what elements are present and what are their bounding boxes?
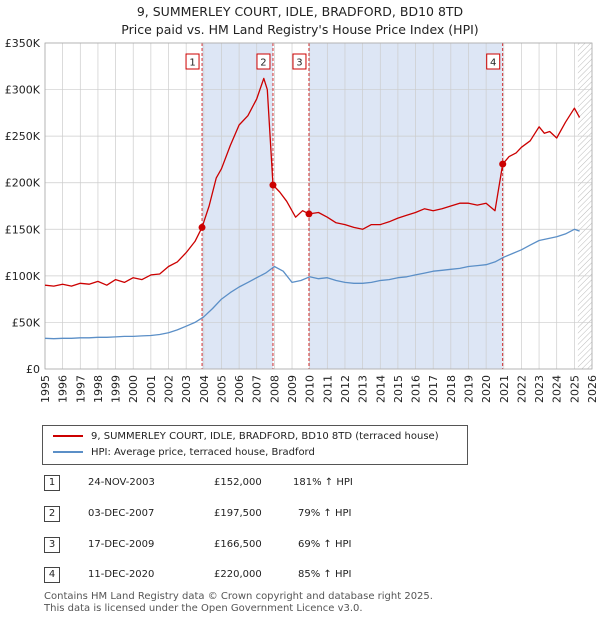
x-tick-label: 2023: [533, 375, 546, 403]
transaction-price: £220,000: [214, 569, 262, 580]
transaction-price: £197,500: [214, 508, 262, 519]
sale-label: 1: [189, 58, 195, 69]
x-tick-label: 2024: [551, 375, 564, 403]
x-tick-label: 2022: [515, 375, 528, 403]
x-tick-label: 2003: [180, 375, 193, 403]
x-tick-label: 2000: [127, 375, 140, 403]
transaction-date: 03-DEC-2007: [88, 508, 155, 519]
y-tick-label: £250K: [5, 130, 41, 143]
shaded-period: [308, 43, 503, 369]
y-tick-label: £0: [26, 363, 40, 376]
sale-point: [499, 160, 507, 168]
x-tick-label: 2006: [233, 375, 246, 403]
legend-label-property: 9, SUMMERLEY COURT, IDLE, BRADFORD, BD10…: [91, 431, 439, 442]
x-tick-label: 2017: [427, 375, 440, 403]
x-tick-label: 2021: [498, 375, 511, 403]
chart-legend: 9, SUMMERLEY COURT, IDLE, BRADFORD, BD10…: [42, 425, 468, 465]
transaction-number: 4: [44, 567, 60, 583]
y-tick-label: £200K: [5, 177, 41, 190]
price-chart: 1995 1996 1997 1998 1999 2000 2001 2002 2003 2004…: [5, 37, 599, 403]
x-tick-label: 1998: [92, 375, 105, 403]
x-tick-label: 2015: [392, 375, 405, 403]
x-tick-label: 2012: [339, 375, 352, 403]
transaction-hpi: 69% ↑ HPI: [298, 539, 352, 550]
sale-label: 4: [490, 58, 496, 69]
x-tick-label: 2019: [462, 375, 475, 403]
sale-label-box: [292, 53, 307, 70]
x-tick-label: 2004: [198, 375, 211, 403]
forecast-region: [577, 43, 592, 369]
x-tick-label: 2002: [163, 375, 176, 403]
sale-label-box: [256, 53, 271, 70]
sale-point: [198, 223, 206, 231]
y-tick-label: £300K: [5, 84, 41, 97]
transaction-hpi: 85% ↑ HPI: [298, 569, 352, 580]
x-tick-label: 2005: [215, 375, 228, 403]
x-tick-label: 1997: [74, 375, 87, 403]
transaction-hpi: 79% ↑ HPI: [298, 508, 352, 519]
transaction-price: £152,000: [214, 477, 262, 488]
x-tick-label: 2007: [251, 375, 264, 403]
transaction-number: 3: [44, 537, 60, 553]
transaction-hpi: 181% ↑ HPI: [293, 477, 353, 488]
sale-label: 2: [260, 58, 266, 69]
y-tick-label: £100K: [5, 270, 41, 283]
x-tick-label: 2008: [268, 375, 281, 403]
x-tick-label: 1999: [110, 375, 123, 403]
sale-label: 3: [296, 58, 302, 69]
x-tick-label: 2001: [145, 375, 158, 403]
footer-copyright: Contains HM Land Registry data © Crown c…: [44, 591, 433, 602]
sale-point: [305, 210, 313, 218]
x-tick-label: 2010: [304, 375, 317, 403]
legend-item-property: 9, SUMMERLEY COURT, IDLE, BRADFORD, BD10…: [53, 431, 439, 442]
legend-swatch-property: [53, 435, 83, 437]
transaction-date: 11-DEC-2020: [88, 569, 155, 580]
y-tick-label: £150K: [5, 223, 41, 236]
x-tick-label: 2018: [445, 375, 458, 403]
x-tick-label: 2013: [357, 375, 370, 403]
x-tick-label: 2016: [410, 375, 423, 403]
table-row: 4 11-DEC-2020 £220,000 85% ↑ HPI: [0, 567, 600, 585]
sale-label-box: [486, 53, 501, 70]
y-tick-label: £50K: [12, 316, 41, 329]
sale-point: [269, 181, 277, 189]
x-tick-label: 2014: [374, 375, 387, 403]
x-tick-label: 2009: [286, 375, 299, 403]
x-tick-label: 2011: [321, 375, 334, 403]
transaction-price: £166,500: [214, 539, 262, 550]
x-tick-label: 1995: [39, 375, 52, 403]
transaction-number: 1: [44, 475, 60, 491]
table-row: 1 24-NOV-2003 £152,000 181% ↑ HPI: [0, 475, 600, 493]
y-tick-label: £350K: [5, 37, 41, 50]
plot-border: [44, 42, 593, 370]
x-tick-label: 1996: [57, 375, 70, 403]
table-row: 3 17-DEC-2009 £166,500 69% ↑ HPI: [0, 537, 600, 555]
chart-subtitle: Price paid vs. HM Land Registry's House …: [121, 22, 479, 37]
legend-swatch-hpi: [53, 451, 83, 453]
transaction-date: 24-NOV-2003: [88, 477, 155, 488]
x-tick-label: 2025: [568, 375, 581, 403]
table-row: 2 03-DEC-2007 £197,500 79% ↑ HPI: [0, 506, 600, 524]
x-tick-label: 2020: [480, 375, 493, 403]
sale-label-box: [185, 53, 200, 70]
series-line-hpi: [44, 228, 580, 340]
transaction-number: 2: [44, 506, 60, 522]
transaction-date: 17-DEC-2009: [88, 539, 155, 550]
shaded-period: [202, 43, 273, 369]
chart-title: 9, SUMMERLEY COURT, IDLE, BRADFORD, BD10…: [136, 4, 464, 19]
legend-label-hpi: HPI: Average price, terraced house, Brad…: [91, 447, 315, 458]
x-tick-label: 2026: [586, 375, 599, 403]
legend-item-hpi: HPI: Average price, terraced house, Brad…: [53, 447, 315, 458]
footer-licence: This data is licensed under the Open Gov…: [44, 603, 363, 614]
